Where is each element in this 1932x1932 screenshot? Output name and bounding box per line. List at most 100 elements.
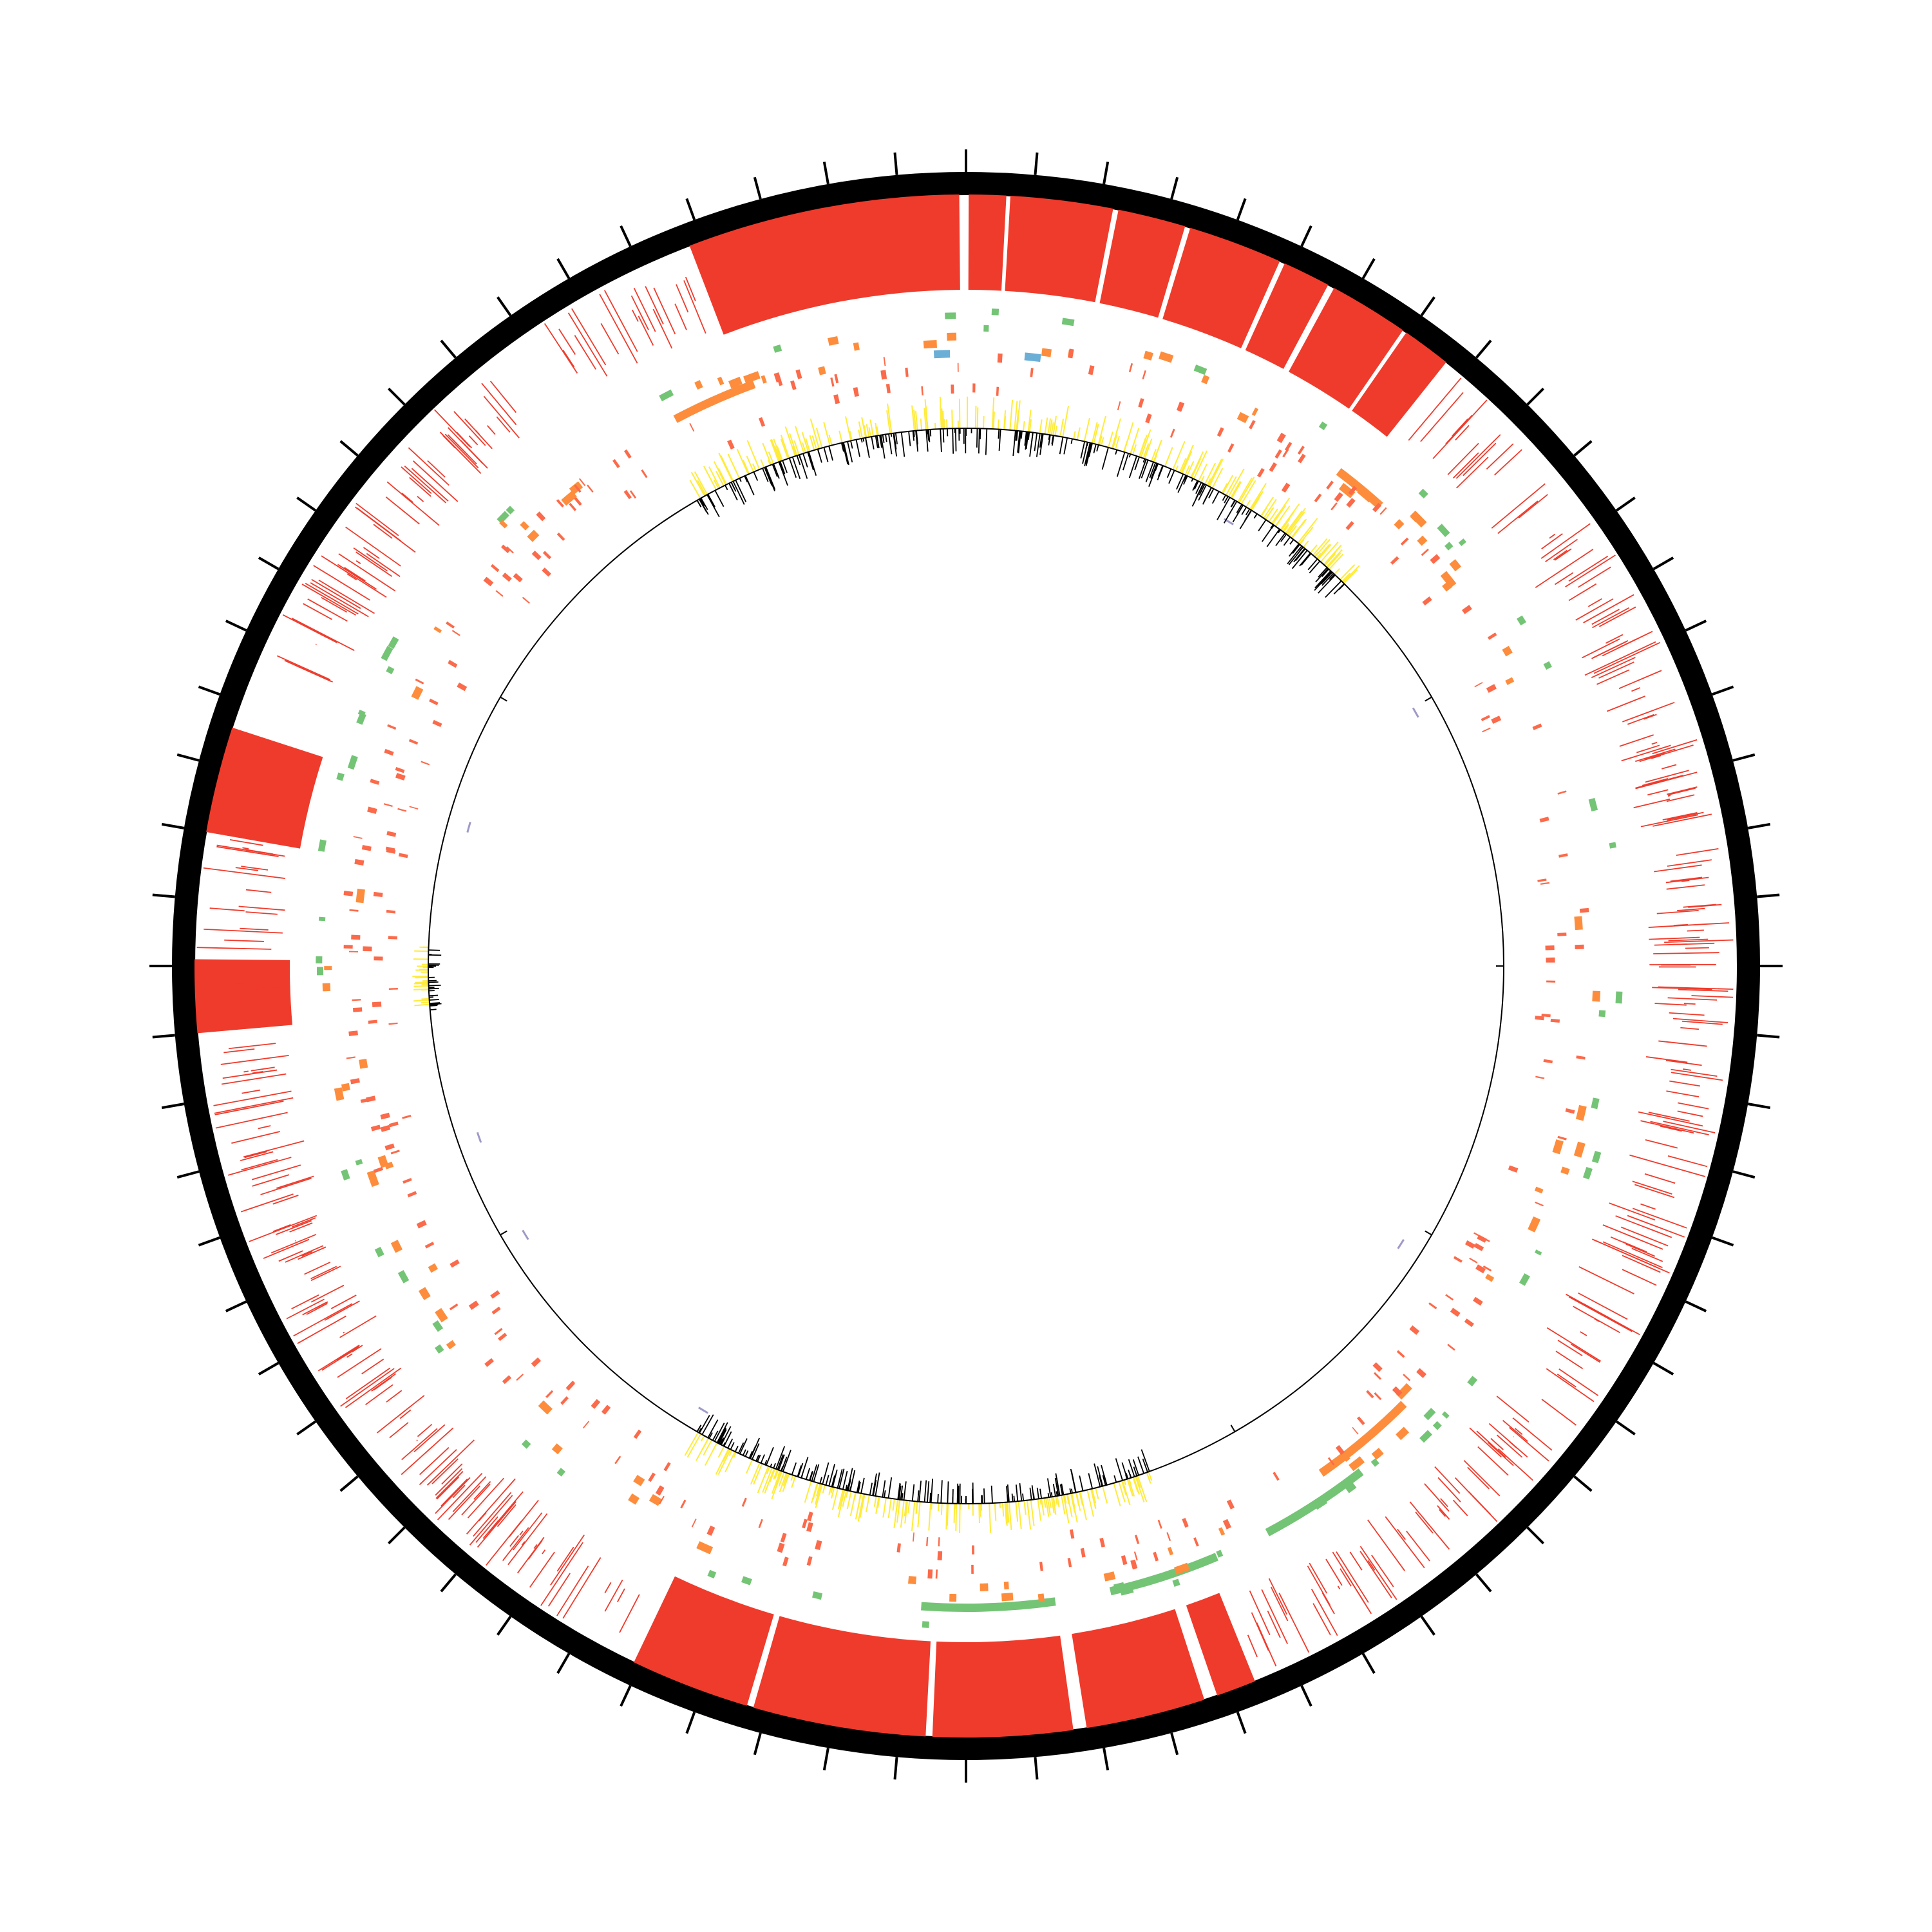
salmon-feature (782, 1557, 789, 1567)
alignment-line (303, 603, 333, 620)
alignment-line (486, 1520, 522, 1566)
yellow-bar (1268, 508, 1278, 522)
alignment-line (1502, 1419, 1528, 1442)
black-bar (1039, 1488, 1043, 1499)
black-bar (708, 1432, 713, 1439)
yellow-bar (1323, 551, 1337, 566)
salmon-feature (1153, 1551, 1159, 1562)
alignment-line (222, 1069, 278, 1079)
yellow-bar (1059, 419, 1065, 437)
ideogram-tick (753, 176, 762, 200)
salmon-feature (448, 659, 458, 667)
yellow-bar (1274, 505, 1291, 527)
alignment-line (1678, 989, 1728, 992)
yellow-bar (895, 1499, 899, 1515)
black-bar (817, 449, 820, 454)
alignment-line (1557, 1373, 1577, 1388)
black-bar (927, 1481, 930, 1502)
black-bar (1082, 442, 1088, 464)
black-bar (1047, 1493, 1050, 1498)
orange-feature (1174, 1562, 1190, 1575)
alignment-line (389, 1422, 409, 1439)
alignment-line (1557, 1340, 1583, 1356)
salmon-feature (1217, 427, 1224, 437)
yellow-bar (1138, 438, 1146, 457)
ideogram-tick (1732, 753, 1756, 762)
salmon-feature (574, 497, 582, 506)
alignment-line (1541, 533, 1563, 550)
orange-feature (1396, 1383, 1412, 1400)
alignment-line (1514, 1428, 1523, 1435)
yellow-bar (1048, 419, 1053, 435)
alignment-line (1669, 1080, 1701, 1087)
black-bar (1150, 463, 1158, 479)
black-bar (429, 1002, 439, 1005)
black-bar (719, 1438, 724, 1444)
alignment-line (1631, 687, 1641, 692)
yellow-bar (1102, 1486, 1108, 1504)
salmon-feature (1491, 715, 1502, 724)
alignment-line (291, 618, 355, 651)
black-bar (749, 1445, 757, 1459)
yellow-bar (1128, 1478, 1132, 1486)
black-bar (842, 442, 849, 465)
alignment-line (633, 287, 656, 332)
salmon-feature (468, 1300, 479, 1311)
alignment-line (1676, 848, 1719, 856)
yellow-bar (1055, 1496, 1058, 1505)
alignment-line (1654, 1003, 1687, 1006)
ideogram-ring (172, 172, 1760, 1760)
alignment-line (488, 1491, 524, 1533)
yellow-bar (866, 1495, 870, 1513)
alignment-line (1666, 786, 1698, 795)
yellow-bar (1066, 1493, 1073, 1517)
alignment-line (272, 1195, 299, 1205)
alignment-line (1584, 641, 1656, 676)
black-bar (1128, 1459, 1135, 1477)
green-feature (355, 1159, 363, 1166)
salmon-feature (346, 1056, 355, 1059)
yellow-bar (831, 1488, 839, 1510)
alignment-line (1639, 744, 1694, 762)
alignment-line (1671, 1068, 1718, 1077)
yellow-bar (1113, 1482, 1121, 1507)
alignment-line (1631, 1247, 1663, 1262)
alignment-line (1672, 1018, 1728, 1023)
yellow-bar (1054, 425, 1058, 436)
black-bar (1142, 1458, 1148, 1473)
alignment-line (1554, 548, 1572, 561)
black-bar (1046, 1478, 1052, 1497)
alignment-line (321, 555, 387, 598)
black-bar (930, 1478, 934, 1503)
alignment-line (574, 335, 596, 370)
yellow-bar (838, 430, 843, 443)
alignment-line (345, 526, 401, 567)
black-bar (809, 1471, 813, 1481)
black-bar (1278, 529, 1281, 533)
salmon-feature (545, 1390, 554, 1398)
black-bar (882, 434, 885, 443)
green-feature (1591, 1097, 1600, 1110)
green-feature (812, 1591, 823, 1600)
yellow-bar (916, 1501, 918, 1513)
ideogram-tick (497, 296, 512, 317)
yellow-bar (1005, 1502, 1007, 1513)
alignment-line (224, 939, 264, 942)
black-bar (1309, 560, 1321, 574)
alignment-line (1546, 1327, 1602, 1362)
alignment-line (291, 1294, 319, 1310)
alignment-line (1662, 811, 1698, 820)
black-bar (720, 1437, 725, 1445)
salmon-feature (1128, 363, 1133, 373)
green-feature (316, 967, 324, 976)
yellow-bar (1016, 400, 1021, 431)
alignment-line (469, 1495, 513, 1546)
yellow-bar (875, 426, 878, 436)
alignment-line (683, 280, 706, 334)
alignment-line (1408, 377, 1462, 441)
orange-feature (1003, 1581, 1009, 1590)
alignment-line (298, 1246, 327, 1260)
salmon-feature (1469, 1257, 1478, 1264)
yellow-bar (713, 479, 719, 489)
